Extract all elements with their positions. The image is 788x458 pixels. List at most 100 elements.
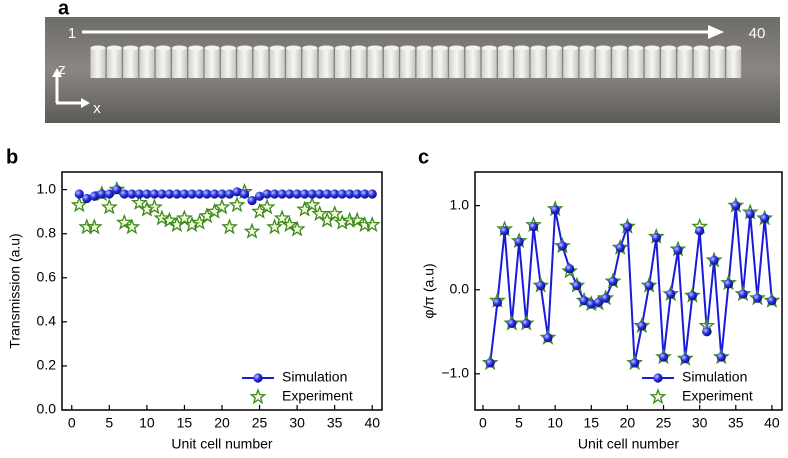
x-tick-label: 0 [68, 415, 76, 431]
cylinder [383, 48, 399, 78]
circle-marker [500, 226, 510, 236]
photo-label: 1 [68, 25, 76, 42]
circle-marker [285, 189, 295, 199]
legend-circle [653, 373, 663, 383]
circle-marker [723, 279, 734, 289]
circle-marker [550, 205, 560, 215]
circle-marker [337, 189, 347, 199]
cylinder-top [726, 45, 742, 51]
x-tick-label: 30 [692, 415, 708, 431]
star-marker [183, 216, 201, 233]
circle-marker [565, 264, 575, 274]
y-tick-label: 0.2 [37, 357, 57, 373]
y-axis-label: φ/π (a.u) [421, 263, 437, 318]
panel-label: b [6, 146, 18, 168]
cylinder [172, 48, 187, 78]
x-tick-label: 10 [547, 415, 563, 431]
circle-marker [637, 321, 647, 331]
star-marker [176, 209, 193, 226]
circle-marker [119, 189, 129, 199]
cylinder-top [432, 45, 448, 51]
cylinder [709, 48, 725, 78]
circle-marker [300, 189, 310, 199]
cylinder [204, 48, 220, 78]
cylinder [530, 48, 546, 78]
cylinder [465, 48, 481, 78]
cylinder [514, 48, 530, 78]
cylinder-top [204, 45, 220, 51]
circle-marker [745, 209, 755, 219]
cylinder-top [661, 45, 676, 51]
star-marker [115, 213, 133, 230]
cylinder [90, 48, 106, 78]
circle-marker [622, 222, 633, 232]
legend-label: Simulation [682, 369, 747, 385]
circle-marker [277, 189, 287, 199]
plot-frame [474, 171, 783, 411]
circle-marker [651, 232, 661, 243]
circle-marker [345, 189, 355, 199]
circle-marker [112, 185, 122, 195]
circle-marker [209, 189, 220, 199]
circle-marker [149, 189, 159, 199]
star-marker [266, 218, 283, 235]
cylinder [335, 48, 350, 78]
panel-label: c [418, 146, 429, 168]
circle-marker [104, 189, 114, 199]
circle-marker [262, 189, 272, 199]
circle-marker [507, 318, 517, 328]
cylinder [563, 48, 579, 78]
star-marker [161, 211, 178, 228]
cylinder-top [172, 45, 187, 51]
cylinder-top [693, 45, 709, 51]
circle-marker [767, 296, 777, 306]
photo: 1 40 z x [45, 17, 780, 123]
cylinder [726, 48, 742, 78]
cylinder-top [155, 45, 171, 51]
circle-marker [680, 354, 690, 364]
cylinder-top [123, 45, 139, 51]
circle-marker [593, 297, 604, 307]
y-tick-label: 0.4 [37, 313, 57, 329]
cylinder [302, 48, 318, 78]
cylinder [449, 48, 465, 78]
cylinder-top [465, 45, 481, 51]
cylinder [123, 48, 139, 78]
x-tick-label: 35 [728, 415, 744, 431]
cylinder-top [90, 45, 106, 51]
circle-marker [269, 189, 280, 199]
circle-marker [172, 189, 182, 199]
cylinder-top [367, 45, 383, 51]
cylinder-top [612, 45, 628, 51]
x-tick-label: 0 [479, 415, 487, 431]
cylinder [237, 48, 253, 78]
star-marker [123, 218, 141, 235]
circle-marker [352, 189, 362, 199]
circle-marker [485, 358, 495, 368]
x-tick-label: 35 [327, 415, 343, 431]
circle-marker [127, 189, 137, 199]
series-line [489, 205, 773, 364]
legend-label: Simulation [282, 369, 347, 385]
circle-marker [74, 189, 84, 199]
x-tick-label: 10 [139, 415, 155, 431]
y-tick-label: 1.0 [37, 180, 57, 196]
photo-label: x [93, 100, 101, 117]
circle-marker [224, 189, 235, 199]
y-tick-label: 0.0 [450, 280, 470, 296]
star-marker [243, 222, 261, 239]
photo-label: z [58, 61, 66, 78]
cylinder-top [514, 45, 530, 51]
circle-marker [630, 358, 640, 368]
cylinder-top [269, 45, 285, 51]
x-tick-label: 5 [515, 415, 523, 431]
cylinder [498, 48, 513, 78]
y-tick-label: 0.0 [37, 401, 57, 417]
x-tick-label: 15 [177, 415, 193, 431]
x-tick-label: 20 [214, 415, 230, 431]
cylinder [351, 48, 367, 78]
y-tick-label: 0.8 [37, 224, 57, 240]
legend-label: Experiment [682, 388, 753, 404]
circle-marker [673, 245, 683, 255]
x-tick-label: 5 [105, 415, 113, 431]
